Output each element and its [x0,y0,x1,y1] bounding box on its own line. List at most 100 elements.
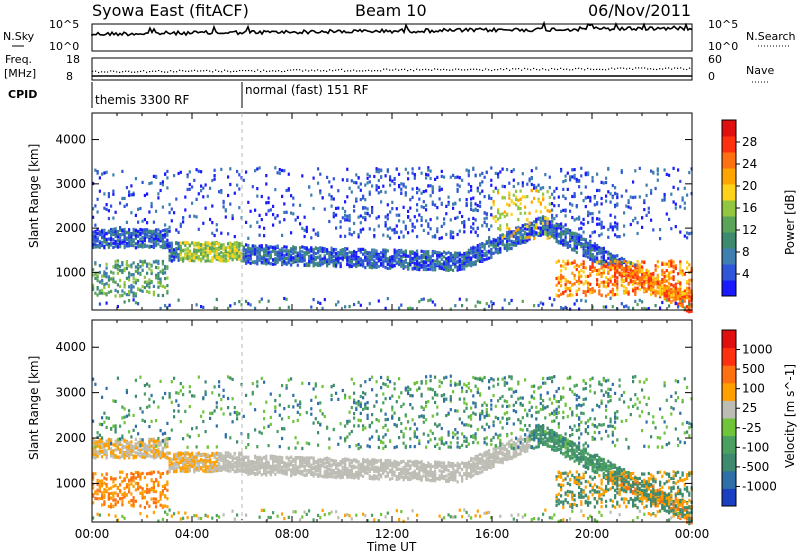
echo-cell [686,193,689,197]
echo-cell [641,260,644,264]
echo-cell [402,265,405,269]
echo-cell [492,237,495,242]
echo-cell [537,197,540,201]
echo-cell [177,256,180,260]
echo-cell [616,269,619,273]
echo-cell [510,169,513,174]
echo-cell [260,297,263,301]
echo-cell [564,282,567,286]
echo-cell [548,296,551,300]
nave-dot [299,69,301,71]
echo-cell [629,265,632,269]
echo-cell [112,228,115,232]
echo-cell [645,193,648,198]
echo-cell [377,170,380,174]
echo-cell [166,169,169,173]
echo-cell [605,285,608,289]
echo-cell [238,242,241,246]
echo-cell [661,269,664,273]
echo-cell [355,260,358,264]
echo-cell [616,288,619,292]
echo-cell [411,307,414,311]
echo-cell [490,166,493,170]
echo-cell [427,254,430,258]
echo-cell [177,171,180,176]
power-ylabel: Slant Range [km] [27,144,41,248]
echo-cell [159,237,162,241]
echo-cell [605,199,608,203]
echo-cell [348,264,351,268]
echo-cell [119,284,122,288]
echo-cell [463,225,466,229]
echo-cell [125,293,128,297]
echo-cell [605,250,608,254]
echo-cell [609,260,612,264]
echo-cell [510,246,513,251]
echo-cell [445,257,448,261]
echo-cell [146,230,149,234]
echo-cell [508,231,511,235]
echo-cell [146,262,149,266]
echo-cell [614,215,617,219]
echo-cell [168,258,171,262]
echo-cell [632,272,635,276]
nave-dot [461,69,463,71]
echo-cell [112,216,115,220]
echo-cell [589,282,592,286]
echo-cell [625,264,628,268]
echo-cell [105,237,108,241]
echo-cell [454,175,457,180]
echo-cell [650,218,653,222]
nave-dot [176,71,178,73]
echo-cell [463,220,466,224]
echo-cell [438,197,441,201]
echo-cell [260,248,263,252]
echo-cell [593,259,596,264]
echo-cell [301,250,304,254]
echo-cell [353,204,356,208]
echo-cell [251,252,254,256]
echo-cell [530,182,533,187]
echo-cell [677,279,680,283]
echo-cell [389,226,392,230]
echo-cell [179,257,182,261]
echo-cell [562,242,565,246]
echo-cell [467,248,470,252]
echo-cell [402,260,405,264]
echo-cell [168,303,171,307]
echo-cell [564,262,567,266]
echo-cell [272,204,275,208]
echo-cell [481,249,484,254]
echo-cell [544,173,547,177]
echo-cell [134,281,137,285]
echo-cell [407,171,410,175]
echo-cell [395,207,398,211]
echo-cell [310,246,313,250]
nave-dot [668,67,670,69]
echo-cell [195,249,198,253]
echo-cell [575,290,578,294]
echo-cell [526,236,529,240]
echo-cell [98,230,101,234]
echo-cell [350,264,353,269]
echo-cell [645,287,648,291]
echo-cell [357,215,360,219]
echo-cell [447,256,450,260]
echo-cell [598,246,601,250]
echo-cell [672,297,675,301]
echo-cell [317,167,320,171]
echo-cell [164,271,167,275]
echo-cell [303,234,306,239]
echo-cell [557,259,560,263]
echo-cell [573,273,576,278]
echo-cell [139,272,142,276]
echo-cell [263,259,266,263]
echo-cell [368,254,371,258]
nave-dot [347,70,349,72]
echo-cell [429,218,432,222]
echo-cell [602,263,605,267]
echo-cell [587,210,590,214]
echo-cell [472,227,475,231]
echo-cell [328,219,331,224]
echo-cell [384,223,387,227]
